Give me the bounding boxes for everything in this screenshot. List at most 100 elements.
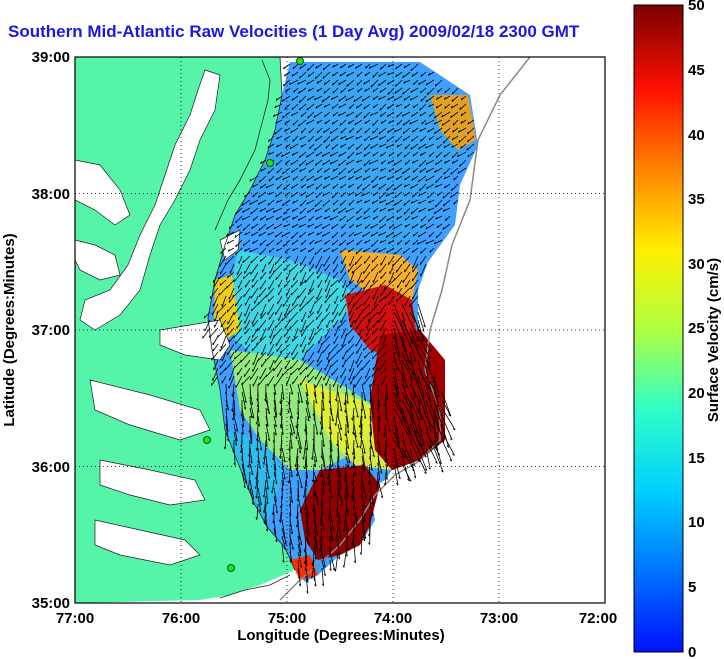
velocity-vector-head [279,455,281,459]
velocity-vector-head [322,67,325,71]
velocity-vector [213,271,219,283]
velocity-vector [265,287,275,298]
velocity-vector [235,207,243,215]
velocity-vector [280,391,283,404]
velocity-vector [301,327,307,337]
velocity-vector-head [298,583,301,587]
velocity-vector [364,119,371,125]
velocity-vector [284,319,291,329]
velocity-vector-head [235,252,237,255]
velocity-vector [377,391,380,407]
velocity-vector [411,223,419,229]
velocity-vector-head [267,411,270,415]
velocity-vector-head [393,162,396,166]
velocity-vector [357,183,363,190]
velocity-vector-head [380,495,383,499]
velocity-vector-head [347,249,350,253]
y-tick-label: 37:00 [32,322,70,339]
velocity-vector [377,407,381,422]
velocity-vector [417,375,425,398]
velocity-vector-head [332,169,335,172]
velocity-vector-head [404,162,407,166]
velocity-vector [244,263,251,274]
velocity-vector-head [302,456,304,460]
velocity-vector [403,151,411,158]
velocity-vector-head [359,432,361,436]
velocity-vector [267,343,275,356]
velocity-vector-head [328,490,331,493]
velocity-vector [217,327,227,338]
velocity-vector-head [370,468,373,471]
velocity-vector [244,295,251,306]
velocity-vector-head [320,342,323,346]
velocity-vector [340,143,347,148]
velocity-vector-head [436,225,439,229]
velocity-vector-head [371,268,373,272]
velocity-vector [354,231,363,237]
velocity-vector-head [332,202,335,206]
velocity-vector [315,159,323,166]
velocity-vector [226,319,235,330]
velocity-vector [344,463,347,482]
velocity-vector-head [290,292,292,296]
velocity-vector-head [434,115,436,119]
velocity-vector [241,463,248,484]
velocity-vector [396,119,403,126]
velocity-vector [340,191,347,198]
velocity-vector [409,343,417,363]
velocity-vector [427,191,435,199]
velocity-vector-head [385,477,388,480]
velocity-vector [268,135,275,142]
velocity-vector [345,479,349,498]
velocity-vector [372,71,379,78]
velocity-vector-head [445,218,447,221]
velocity-vector-head [429,250,431,253]
velocity-vector-head [307,380,309,383]
velocity-vector [212,367,219,381]
x-tick-labels: 77:00 76:00 75:00 74:00 73:00 72:00 [56,610,617,627]
velocity-vector [213,279,219,288]
velocity-vector-head [356,445,359,449]
velocity-vector [290,367,299,376]
velocity-vector [434,127,443,135]
velocity-vector [296,455,299,471]
velocity-vector-head [386,177,389,181]
velocity-vector [433,391,443,417]
velocity-vector [353,367,363,380]
velocity-vector-head [373,209,375,213]
velocity-vector-head [339,122,342,126]
velocity-vector-head [349,106,351,109]
velocity-vector-head [292,177,295,181]
velocity-vector-head [428,364,432,367]
velocity-vector [329,431,333,452]
velocity-vector [307,207,315,214]
velocity-vector-head [346,74,349,77]
velocity-vector-head [364,226,367,230]
velocity-vector-head [290,285,293,288]
velocity-vector-head [452,129,454,133]
velocity-vector [235,335,243,345]
velocity-vector [368,159,379,165]
velocity-vector [417,415,423,437]
velocity-vector [312,463,315,483]
velocity-vector-head [282,83,285,87]
velocity-vector [340,367,347,378]
velocity-vector [327,463,331,480]
velocity-vector-head [444,97,446,100]
radar-stations [203,57,304,572]
velocity-vector-head [348,177,350,181]
velocity-vector [409,447,415,466]
velocity-vector [323,135,331,144]
velocity-vector-head [324,114,326,118]
velocity-vector-head [441,123,444,126]
velocity-vector [240,439,243,453]
velocity-vector-head [340,130,342,134]
velocity-vector-head [450,195,452,198]
velocity-vector [385,231,395,239]
velocity-vector-head [310,576,313,579]
velocity-vector-head [347,156,349,159]
velocity-vector [321,519,326,531]
velocity-vector [300,143,307,148]
velocity-vector [451,143,459,149]
velocity-vector-head [281,99,284,102]
